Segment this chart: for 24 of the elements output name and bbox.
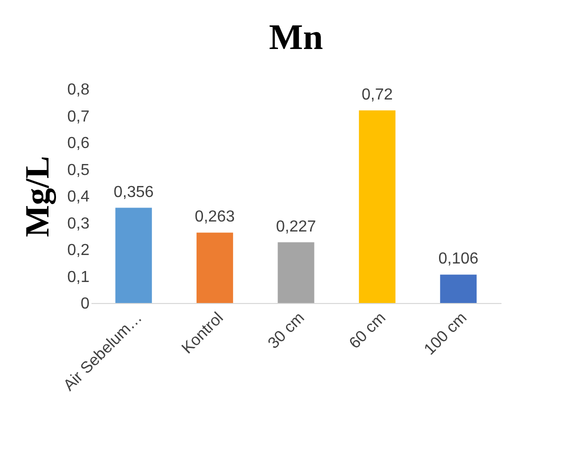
chart-title: Mn <box>269 17 323 57</box>
y-tick-label: 0,8 <box>67 82 90 98</box>
data-label: 0,72 <box>362 86 393 104</box>
data-label: 0,106 <box>438 250 478 268</box>
bar <box>358 110 396 303</box>
y-tick-label: 0,1 <box>67 268 90 286</box>
y-tick-label: 0,3 <box>67 215 90 232</box>
bar <box>440 274 477 303</box>
x-tick-label: 60 cm <box>346 310 390 352</box>
data-label: 0,227 <box>276 218 316 236</box>
bar <box>115 208 152 303</box>
y-axis-title: Mg/L <box>19 156 56 238</box>
bar <box>278 242 314 303</box>
y-tick-label: 0,2 <box>67 242 90 259</box>
y-tick-label: 0,6 <box>67 135 90 152</box>
x-tick-label: 100 cm <box>421 310 470 359</box>
data-label: 0,263 <box>194 208 235 226</box>
data-label: 0,356 <box>114 184 154 201</box>
bar <box>196 232 234 303</box>
y-tick-label: 0,5 <box>67 162 90 179</box>
y-tick-label: 0 <box>80 296 90 312</box>
x-tick-label: 30 cm <box>265 310 308 352</box>
y-tick-label: 0,7 <box>67 108 90 126</box>
y-tick-label: 0,4 <box>67 188 90 206</box>
